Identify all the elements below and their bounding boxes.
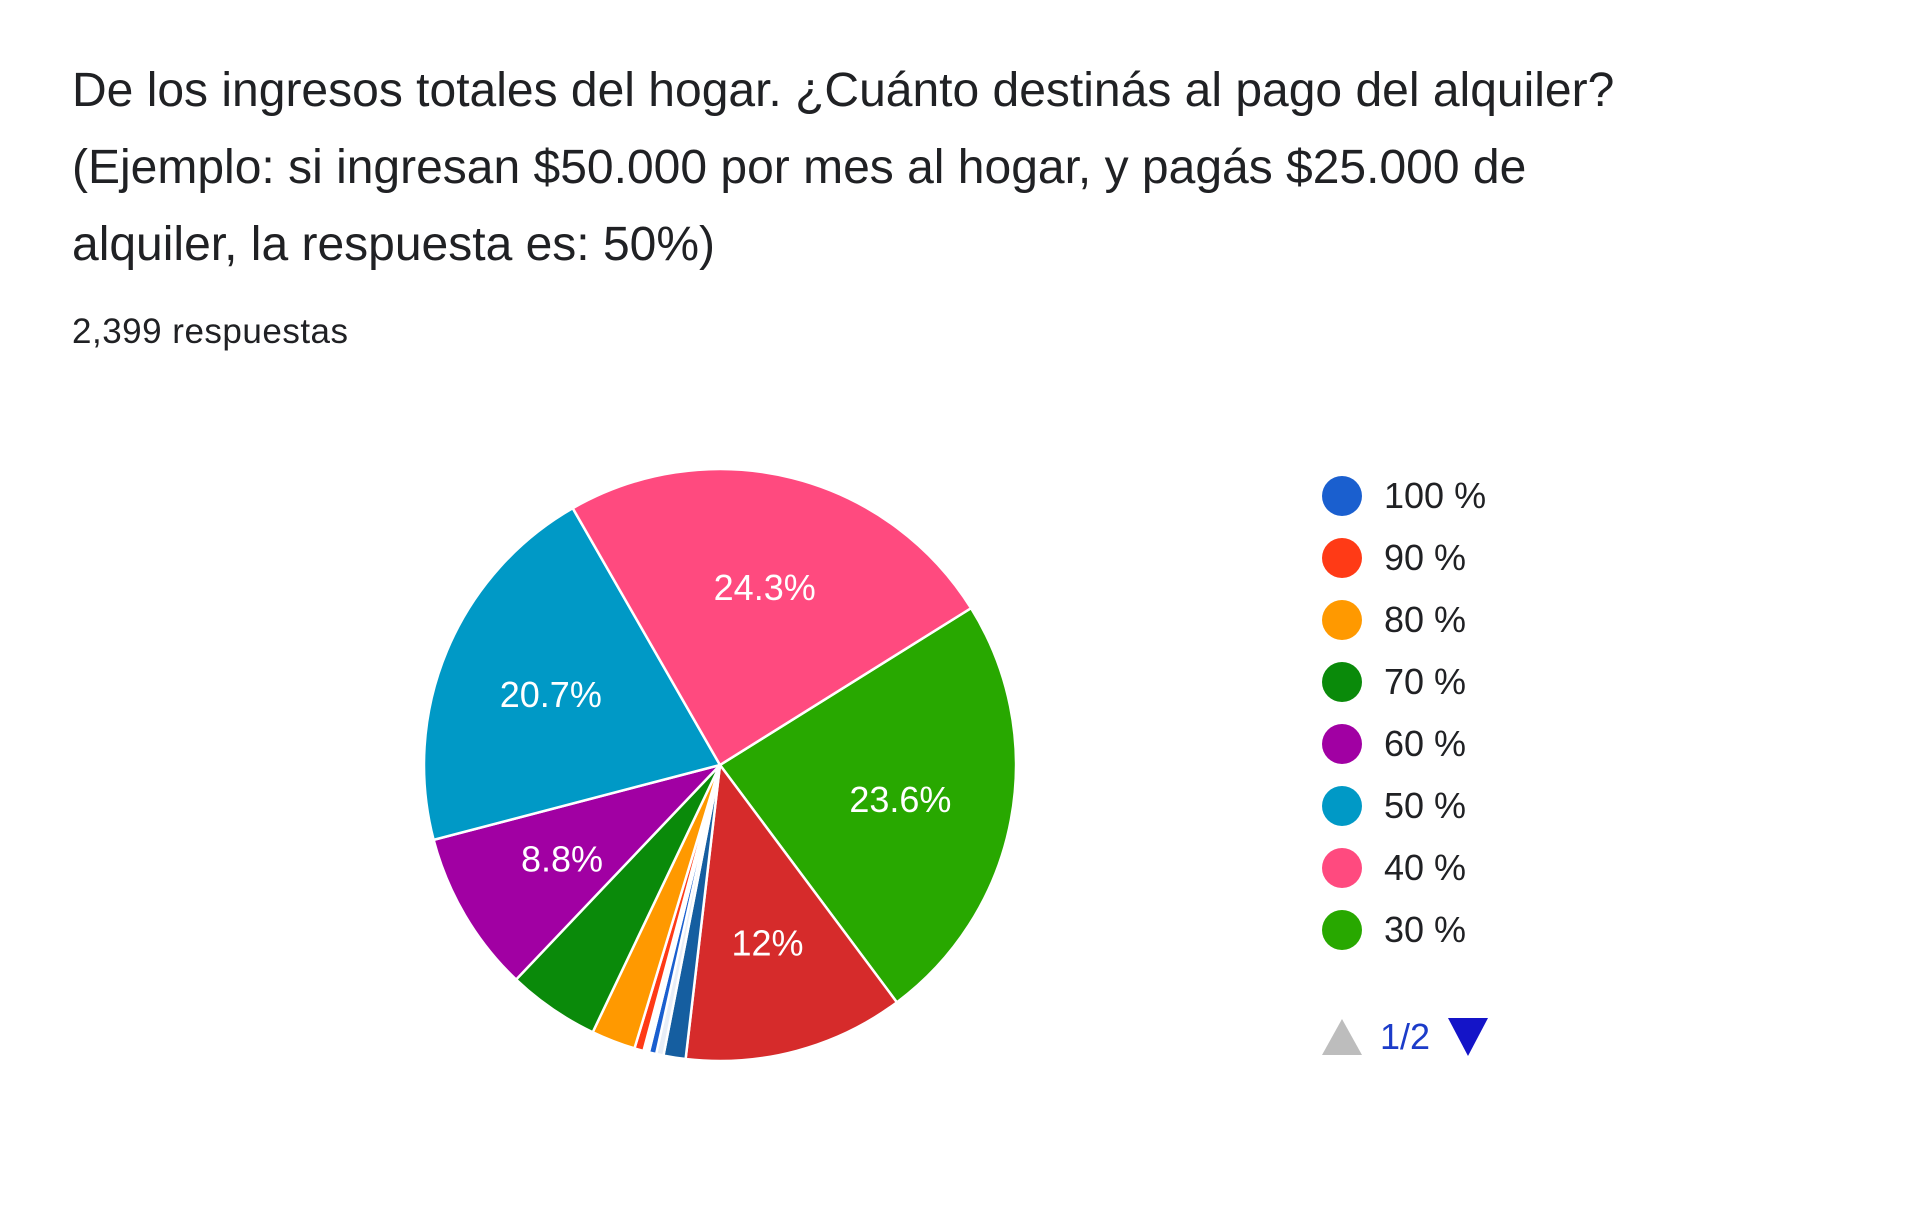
legend-label: 60 % bbox=[1384, 723, 1467, 764]
response-count: 2,399 respuestas bbox=[72, 312, 349, 351]
legend-item[interactable]: 80 % bbox=[1322, 589, 1486, 651]
legend-item[interactable]: 60 % bbox=[1322, 713, 1486, 775]
legend-item[interactable]: 100 % bbox=[1322, 465, 1486, 527]
pie-slice[interactable] bbox=[718, 606, 1018, 1005]
slice-label: 8.8% bbox=[521, 838, 603, 879]
pie-slice[interactable] bbox=[432, 762, 724, 982]
slice-label: 24.3% bbox=[714, 567, 816, 608]
legend-swatch bbox=[1322, 476, 1362, 516]
legend-label: 50 % bbox=[1384, 785, 1467, 826]
legend-label: 30 % bbox=[1384, 909, 1467, 950]
legend-swatch bbox=[1322, 538, 1362, 578]
chart-legend: 100 % 90 % 80 % 70 % 60 % 50 % 40 % 30 % bbox=[1322, 465, 1486, 961]
question-title: De los ingresos totales del hogar. ¿Cuán… bbox=[72, 52, 1852, 283]
pie-slice[interactable] bbox=[422, 506, 722, 842]
triangle-down-icon[interactable] bbox=[1448, 1018, 1489, 1056]
legend-item[interactable]: 50 % bbox=[1322, 775, 1486, 837]
question-line: alquiler, la respuesta es: 50%) bbox=[72, 218, 716, 271]
legend-label: 40 % bbox=[1384, 847, 1467, 888]
legend-item[interactable]: 30 % bbox=[1322, 899, 1486, 961]
pager-label: 1/2 bbox=[1380, 1016, 1431, 1057]
legend-item[interactable]: 90 % bbox=[1322, 527, 1486, 589]
legend-swatch bbox=[1322, 848, 1362, 888]
slice-label: 20.7% bbox=[500, 674, 602, 715]
legend-label: 100 % bbox=[1384, 475, 1487, 516]
legend-swatch bbox=[1322, 786, 1362, 826]
question-line: De los ingresos totales del hogar. ¿Cuán… bbox=[72, 64, 1615, 117]
pie-slice[interactable] bbox=[571, 467, 973, 767]
triangle-up-icon[interactable] bbox=[1322, 1019, 1362, 1055]
legend-swatch bbox=[1322, 724, 1362, 764]
slice-label: 23.6% bbox=[849, 779, 951, 820]
legend-label: 90 % bbox=[1384, 537, 1467, 578]
slice-label: 12% bbox=[731, 922, 803, 963]
legend-swatch bbox=[1322, 662, 1362, 702]
legend-swatch bbox=[1322, 910, 1362, 950]
legend-label: 70 % bbox=[1384, 661, 1467, 702]
legend-item[interactable]: 40 % bbox=[1322, 837, 1486, 899]
legend-item[interactable]: 70 % bbox=[1322, 651, 1486, 713]
legend-pager: 1/2 bbox=[1322, 1016, 1489, 1058]
legend-swatch bbox=[1322, 600, 1362, 640]
pie-chart: 23.6% 12% 8.8% 20.7% 24.3% bbox=[422, 467, 1018, 1063]
pie-slice[interactable] bbox=[684, 761, 899, 1063]
legend-label: 80 % bbox=[1384, 599, 1467, 640]
question-line: (Ejemplo: si ingresan $50.000 por mes al… bbox=[72, 141, 1527, 194]
